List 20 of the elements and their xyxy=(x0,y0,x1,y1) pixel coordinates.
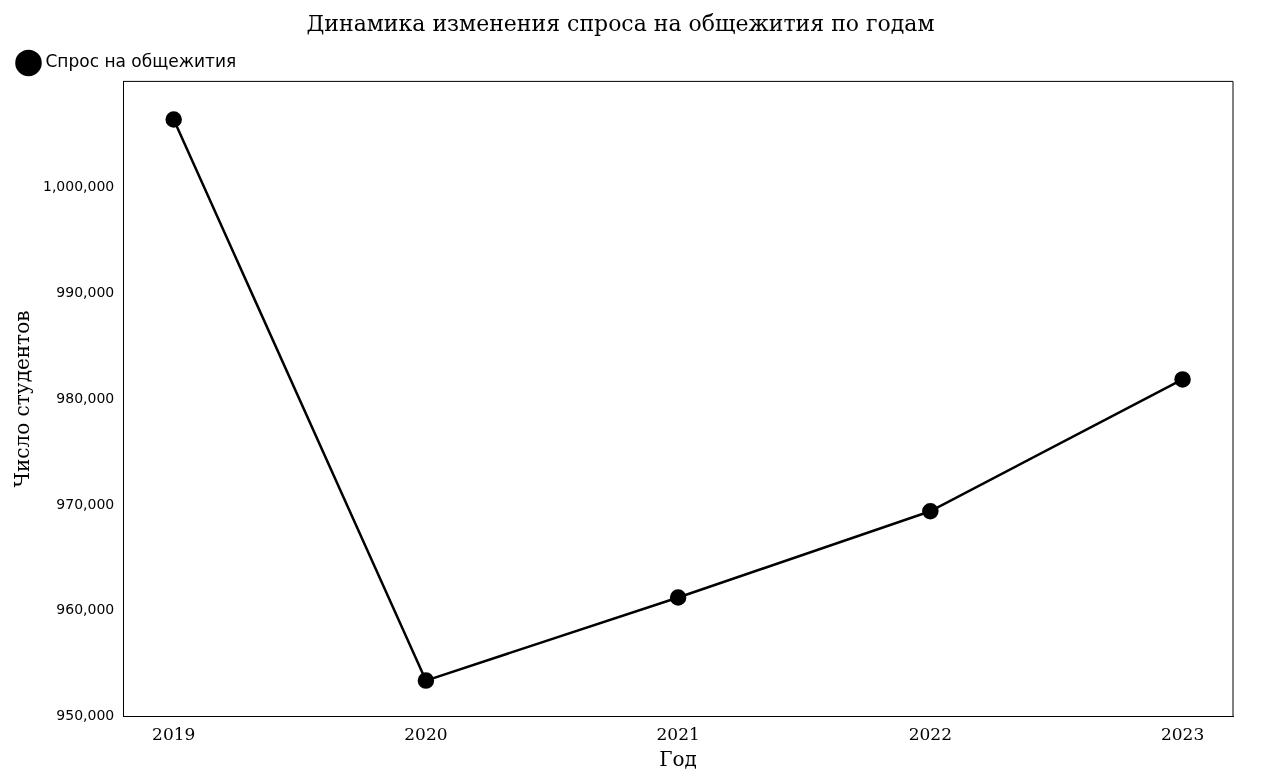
point xyxy=(669,589,687,606)
x-tick-label: 2023 xyxy=(1160,724,1205,745)
y-tick-label: 1,000,000 xyxy=(42,177,115,194)
point xyxy=(922,502,939,520)
y-tick-label: 950,000 xyxy=(56,707,115,724)
x-tick-label: 2022 xyxy=(908,724,952,745)
x-tick-label: 2020 xyxy=(404,724,448,745)
point xyxy=(1174,371,1191,388)
y-axis-title: Число студентов xyxy=(10,310,35,488)
y-tick-label: 970,000 xyxy=(56,495,115,512)
point xyxy=(165,111,182,128)
x-tick-label: 2021 xyxy=(656,724,700,745)
x-tick-label: 2019 xyxy=(152,724,196,745)
point xyxy=(417,672,435,689)
y-tick-label: 990,000 xyxy=(56,283,115,300)
y-tick-label: 980,000 xyxy=(56,389,115,406)
y-tick-label: 960,000 xyxy=(56,601,115,618)
x-axis-title: Год xyxy=(659,747,697,772)
chart-title: Динамика изменения спроса на общежития по годам xyxy=(306,10,935,36)
legend-label: Спрос на общежития xyxy=(45,51,237,72)
